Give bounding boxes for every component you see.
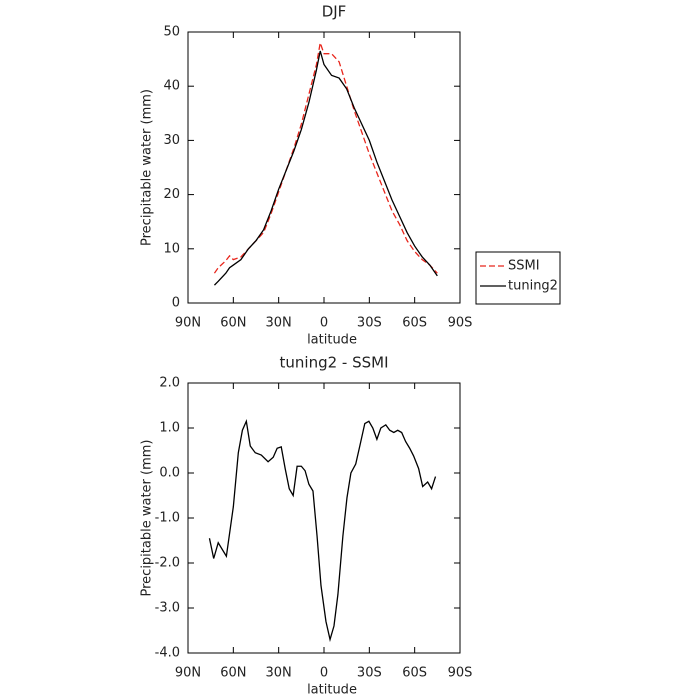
y-axis-label: Precipitable water (mm) — [140, 89, 155, 246]
legend-label: tuning2 — [508, 279, 558, 294]
chart-panel: tuning2 - SSMI 90N 60N 30N 0 30S 60S 90S 2.0 1.0 0… — [140, 354, 473, 698]
legend: SSMI tuning2 — [475, 251, 561, 305]
y-tick-label: 40 — [163, 79, 180, 94]
x-axis-label: latitude — [307, 683, 357, 698]
data-line — [208, 418, 437, 643]
x-tick-label: 60N — [220, 316, 246, 331]
legend-box — [475, 251, 561, 305]
y-tick-label: 0.0 — [159, 466, 180, 481]
x-tick-label: 30S — [357, 666, 382, 681]
y-tick-label: 30 — [163, 133, 180, 148]
y-tick-label: 0 — [172, 296, 180, 311]
y-tick-label: 10 — [163, 241, 180, 256]
x-tick-label: 0 — [320, 316, 328, 331]
y-tick-label: 50 — [163, 25, 180, 40]
legend-label: SSMI — [508, 259, 540, 274]
y-tick-label: -3.0 — [155, 601, 180, 616]
y-tick-label: 20 — [163, 187, 180, 202]
chart-title: tuning2 - SSMI — [280, 354, 389, 372]
x-tick-label: 60N — [220, 666, 246, 681]
plot-frame — [187, 382, 461, 654]
y-axis-label: Precipitable water (mm) — [140, 440, 155, 597]
x-tick-label: 30S — [357, 316, 382, 331]
x-tick-label: 90N — [175, 316, 201, 331]
data-line — [213, 50, 438, 286]
x-tick-label: 60S — [402, 666, 427, 681]
x-axis-label: latitude — [307, 333, 357, 348]
x-tick-label: 0 — [320, 666, 328, 681]
x-tick-label: 90N — [175, 666, 201, 681]
y-tick-label: -4.0 — [155, 646, 180, 661]
plot-frame — [187, 31, 461, 304]
data-line — [213, 40, 438, 274]
chart-panel: DJF 90N 60N 30N 0 30S 60S 90S 0 10 20 30 40 50 latitud… — [140, 3, 561, 348]
x-tick-label: 30N — [266, 316, 292, 331]
y-tick-label: 1.0 — [159, 421, 180, 436]
y-tick-label: 2.0 — [159, 376, 180, 391]
x-tick-label: 90S — [448, 316, 473, 331]
x-tick-label: 90S — [448, 666, 473, 681]
x-tick-label: 60S — [402, 316, 427, 331]
y-tick-label: -1.0 — [155, 511, 180, 526]
chart-title: DJF — [322, 3, 347, 21]
y-tick-label: -2.0 — [155, 556, 180, 571]
x-tick-label: 30N — [266, 666, 292, 681]
